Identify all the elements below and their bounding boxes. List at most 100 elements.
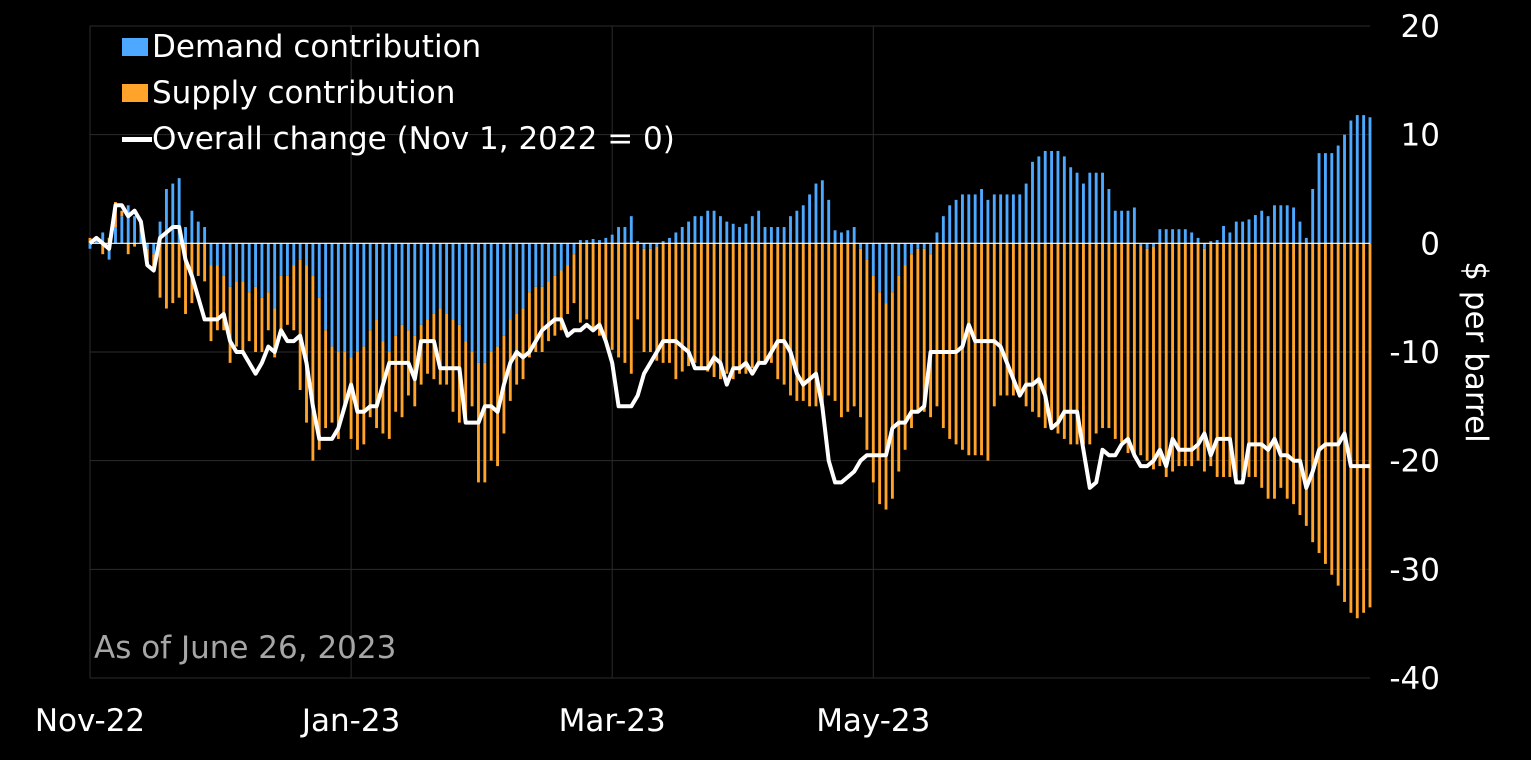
demand-bar: [451, 243, 455, 320]
supply-bar: [464, 341, 468, 418]
demand-bar: [961, 194, 964, 244]
demand-bar: [1311, 189, 1315, 244]
supply-bar: [1234, 243, 1238, 477]
y-tick-label: -30: [1389, 552, 1440, 588]
demand-bar: [738, 227, 741, 244]
demand-bar: [833, 230, 837, 244]
demand-bar: [438, 243, 442, 309]
supply-bar: [1209, 243, 1213, 467]
demand-bar: [757, 210, 761, 244]
demand-bar: [1330, 153, 1334, 244]
demand-bar: [387, 243, 391, 352]
supply-bar: [1292, 243, 1296, 505]
demand-bar: [890, 243, 894, 293]
demand-bar: [534, 243, 538, 287]
demand-bar: [814, 183, 818, 244]
demand-bar: [852, 227, 856, 244]
supply-bar: [273, 308, 277, 358]
demand-bar: [540, 243, 544, 287]
demand-bar: [1202, 243, 1206, 249]
supply-bar: [1018, 243, 1022, 396]
supply-bar: [1349, 243, 1353, 613]
demand-bar: [1075, 172, 1079, 244]
demand-bar: [247, 243, 251, 293]
supply-bar: [203, 243, 207, 282]
supply-bar: [521, 308, 525, 380]
demand-bar: [1266, 216, 1270, 244]
supply-bar: [750, 243, 754, 369]
demand-bar: [585, 240, 589, 244]
supply-bar: [1043, 243, 1047, 429]
demand-bar: [1317, 153, 1321, 244]
demand-bar: [1031, 161, 1034, 244]
demand-bar: [126, 205, 130, 244]
demand-bar: [1355, 115, 1359, 244]
supply-bar: [922, 248, 926, 412]
demand-bar: [840, 232, 843, 244]
supply-bar: [1120, 243, 1124, 443]
demand-bar: [1292, 207, 1296, 244]
demand-bar: [655, 243, 659, 247]
demand-bar: [808, 194, 812, 244]
supply-bar: [445, 313, 449, 385]
supply-bar: [585, 243, 589, 320]
y-tick-label: -40: [1389, 661, 1440, 697]
supply-bar: [782, 243, 786, 385]
supply-bar: [1304, 243, 1308, 526]
demand-bar: [508, 243, 512, 320]
demand-bar: [1011, 194, 1015, 244]
supply-bar: [846, 243, 850, 412]
demand-bar: [184, 227, 187, 244]
supply-bar: [101, 243, 105, 255]
demand-bar: [865, 243, 869, 260]
demand-bar: [776, 227, 780, 244]
demand-bar: [356, 243, 359, 352]
supply-bar: [706, 243, 710, 372]
demand-bar: [381, 243, 385, 342]
supply-bar: [954, 243, 958, 445]
supply-bar: [1069, 243, 1073, 445]
demand-bar: [922, 243, 926, 249]
supply-bar: [1247, 243, 1251, 477]
demand-bar: [1362, 115, 1366, 244]
supply-bar: [578, 243, 582, 323]
demand-bar: [273, 243, 277, 309]
supply-bar: [419, 324, 423, 385]
legend-item-overall: Overall change (Nov 1, 2022 = 0): [122, 121, 675, 157]
supply-bar: [757, 243, 761, 363]
supply-bar: [266, 292, 270, 331]
supply-bar: [801, 243, 805, 401]
supply-bar: [1126, 243, 1130, 454]
supply-bar: [1228, 243, 1232, 477]
demand-bar: [693, 216, 697, 244]
demand-bar: [1368, 117, 1372, 244]
supply-bar: [1005, 243, 1009, 396]
supply-bar: [222, 275, 226, 331]
supply-bar: [1139, 245, 1143, 456]
demand-bar: [712, 210, 716, 244]
supply-bar: [674, 243, 678, 380]
supply-bar: [865, 259, 869, 450]
demand-bar: [846, 230, 850, 244]
supply-bar: [591, 243, 595, 329]
demand-bar: [935, 232, 939, 244]
supply-bar: [260, 297, 264, 352]
supply-bar: [967, 243, 971, 456]
supply-bar: [992, 243, 996, 407]
demand-bar: [591, 238, 595, 244]
demand-bar: [648, 243, 652, 249]
demand-bar: [266, 243, 270, 293]
supply-bar: [1164, 243, 1168, 477]
as-of-note: As of June 26, 2023: [94, 630, 397, 666]
supply-bar: [769, 243, 773, 363]
demand-bar: [986, 199, 990, 244]
x-axis-ticks: Nov-22 Jan-23 Mar-23 May-23: [35, 703, 931, 739]
demand-bar: [489, 243, 493, 352]
supply-bar: [687, 243, 691, 367]
demand-bar: [642, 243, 646, 249]
supply-bar: [171, 243, 175, 304]
demand-bar: [731, 223, 735, 244]
supply-bar: [999, 243, 1003, 396]
demand-bar: [349, 243, 353, 358]
supply-bar: [655, 246, 659, 361]
